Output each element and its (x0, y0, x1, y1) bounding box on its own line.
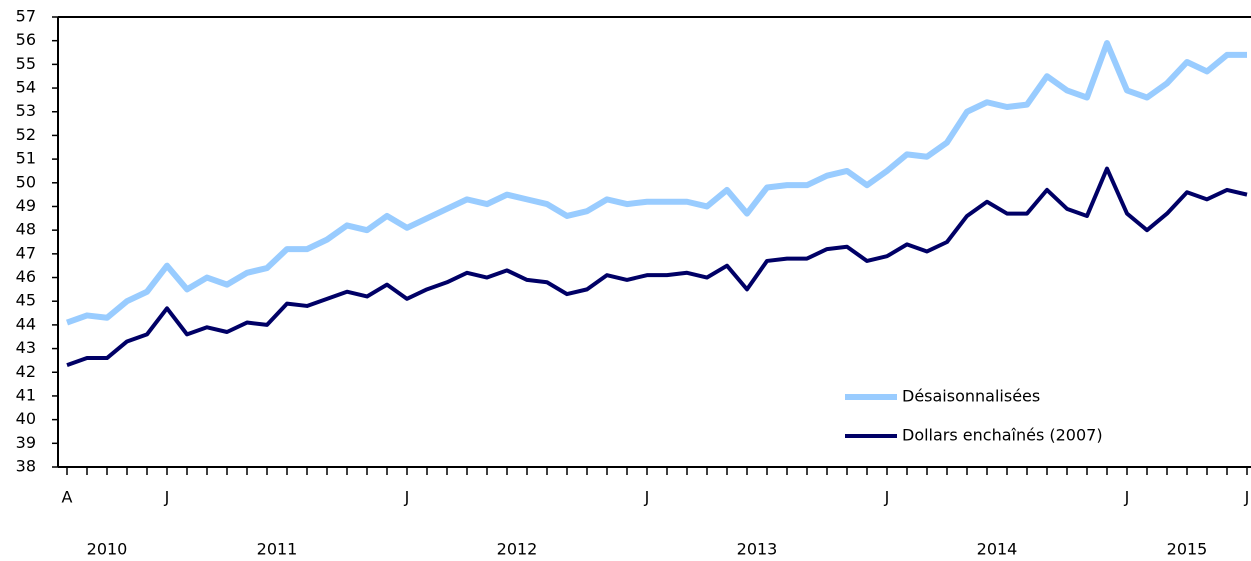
legend-label: Désaisonnalisées (902, 387, 1040, 406)
y-tick-label: 52 (16, 125, 36, 144)
y-tick-label: 41 (16, 385, 36, 404)
y-tick-label: 38 (16, 457, 36, 476)
year-label: 2012 (497, 540, 538, 559)
year-label: 2015 (1167, 540, 1208, 559)
y-tick-label: 43 (16, 338, 36, 357)
y-tick-label: 48 (16, 220, 36, 239)
year-label: 2013 (737, 540, 778, 559)
y-tick-label: 42 (16, 362, 36, 381)
year-label: 2010 (87, 540, 128, 559)
y-tick-label: 46 (16, 267, 36, 286)
legend-label: Dollars enchaînés (2007) (902, 426, 1103, 445)
y-tick-label: 57 (16, 7, 36, 26)
x-tick-label: J (1124, 488, 1130, 507)
series-line (65, 40, 1247, 326)
y-tick-label: 45 (16, 291, 36, 310)
series-line (66, 166, 1248, 368)
y-tick-label: 49 (16, 196, 36, 215)
x-tick-label: A (62, 488, 73, 507)
year-label: 2011 (257, 540, 298, 559)
year-label: 2014 (977, 540, 1018, 559)
y-tick-label: 54 (16, 78, 36, 97)
x-tick-label: J (404, 488, 410, 507)
y-tick-label: 51 (16, 149, 36, 168)
y-tick-label: 47 (16, 243, 36, 262)
x-tick-label: J (884, 488, 890, 507)
y-tick-label: 56 (16, 30, 36, 49)
y-tick-label: 50 (16, 172, 36, 191)
x-tick-label: J (1244, 488, 1250, 507)
x-tick-label: J (644, 488, 650, 507)
y-tick-label: 55 (16, 54, 36, 73)
y-tick-label: 40 (16, 409, 36, 428)
y-tick-label: 39 (16, 433, 36, 452)
y-tick-label: 44 (16, 314, 36, 333)
x-tick-label: J (164, 488, 170, 507)
y-tick-label: 53 (16, 101, 36, 120)
